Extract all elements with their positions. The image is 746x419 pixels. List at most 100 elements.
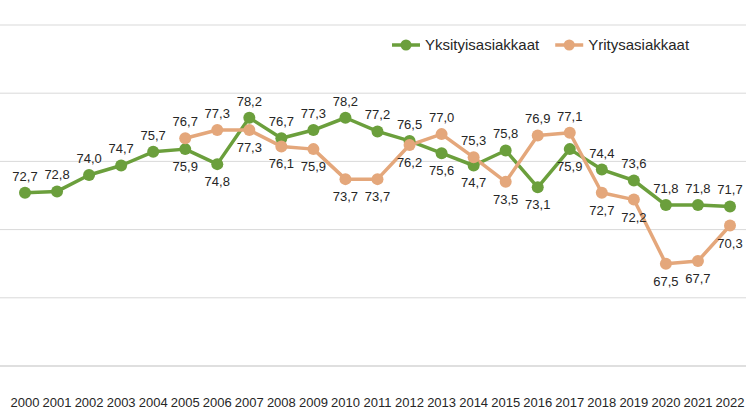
series-line (185, 130, 730, 264)
chart: 2000200120022003200420052006200720082009… (0, 0, 746, 419)
grid-line (0, 229, 746, 230)
x-tick-label: 2019 (619, 395, 648, 410)
data-label: 71,7 (717, 182, 742, 197)
series-line (25, 118, 730, 207)
x-tick-label: 2003 (107, 395, 136, 410)
data-label: 72,2 (621, 210, 646, 225)
data-label: 74,7 (108, 141, 133, 156)
point (692, 255, 704, 267)
data-label: 71,8 (685, 181, 710, 196)
plot-area (19, 112, 736, 270)
point (532, 129, 544, 141)
point (628, 174, 640, 186)
x-tick-label: 2010 (331, 395, 360, 410)
x-tick-label: 2009 (299, 395, 328, 410)
data-label: 77,2 (365, 107, 390, 122)
point (436, 128, 448, 140)
point (660, 199, 672, 211)
x-tick-label: 2001 (43, 395, 72, 410)
data-label: 74,7 (461, 175, 486, 190)
point (83, 169, 95, 181)
x-tick-label: 2020 (651, 395, 680, 410)
point (404, 139, 416, 151)
legend-marker (564, 40, 575, 51)
data-label: 77,3 (237, 140, 262, 155)
data-label: 77,3 (301, 106, 326, 121)
data-label: 77,1 (557, 109, 582, 124)
data-label: 78,2 (333, 94, 358, 109)
point (339, 112, 351, 124)
data-label: 76,7 (173, 114, 198, 129)
data-label: 72,8 (44, 167, 69, 182)
data-label: 77,0 (429, 110, 454, 125)
point (275, 140, 287, 152)
point (724, 220, 736, 232)
data-label: 72,7 (589, 203, 614, 218)
data-label: 72,7 (12, 169, 37, 184)
x-tick-label: 2007 (235, 395, 264, 410)
legend-label: Yritysasiakkaat (588, 36, 690, 53)
x-tick-label: 2017 (555, 395, 584, 410)
point (436, 147, 448, 159)
point (596, 164, 608, 176)
data-label: 75,8 (493, 126, 518, 141)
data-label: 76,1 (269, 156, 294, 171)
x-tick-label: 2002 (75, 395, 104, 410)
x-tick-label: 2006 (203, 395, 232, 410)
data-label: 75,9 (557, 159, 582, 174)
point (692, 199, 704, 211)
data-label: 71,8 (653, 181, 678, 196)
x-tick-label: 2013 (427, 395, 456, 410)
x-tick-label: 2012 (395, 395, 424, 410)
x-tick-label: 2004 (139, 395, 168, 410)
point (243, 112, 255, 124)
data-label: 73,1 (525, 197, 550, 212)
x-tick-label: 2008 (267, 395, 296, 410)
data-label: 74,4 (589, 146, 614, 161)
point (179, 143, 191, 155)
data-label: 76,9 (525, 111, 550, 126)
point (211, 124, 223, 136)
data-label: 73,5 (493, 192, 518, 207)
point (596, 187, 608, 199)
data-label: 70,3 (717, 236, 742, 251)
point (500, 176, 512, 188)
point (500, 144, 512, 156)
data-label: 75,9 (173, 159, 198, 174)
x-axis-line (0, 366, 746, 367)
data-label: 75,9 (301, 159, 326, 174)
legend-marker (401, 40, 412, 51)
point (372, 173, 384, 185)
point (51, 185, 63, 197)
data-label: 73,7 (333, 189, 358, 204)
data-label: 73,7 (365, 189, 390, 204)
x-tick-label: 2016 (523, 395, 552, 410)
point (468, 151, 480, 163)
point (179, 132, 191, 144)
data-label: 75,7 (141, 128, 166, 143)
data-label: 74,0 (76, 151, 101, 166)
x-tick-label: 2015 (491, 395, 520, 410)
data-label: 73,6 (621, 156, 646, 171)
data-label: 74,8 (205, 174, 230, 189)
point (115, 159, 127, 171)
point (19, 187, 31, 199)
data-label: 67,7 (685, 271, 710, 286)
x-tick-label: 2022 (716, 395, 745, 410)
point (307, 143, 319, 155)
legend: YksityisasiakkaatYritysasiakkaat (392, 36, 690, 53)
point (339, 173, 351, 185)
data-label: 78,2 (237, 94, 262, 109)
x-tick-label: 2000 (11, 395, 40, 410)
data-labels: 72,7 72,8 74,0 74,7 75,7 75,9 74,8 78,2 76,7 77,3… (12, 94, 742, 289)
grid-line (0, 297, 746, 298)
x-tick-label: 2021 (683, 395, 712, 410)
point (564, 143, 576, 155)
data-label: 67,5 (653, 274, 678, 289)
data-label: 76,7 (269, 114, 294, 129)
point (147, 146, 159, 158)
point (532, 181, 544, 193)
data-label: 75,6 (429, 163, 454, 178)
point (307, 124, 319, 136)
x-tick-label: 2014 (459, 395, 488, 410)
